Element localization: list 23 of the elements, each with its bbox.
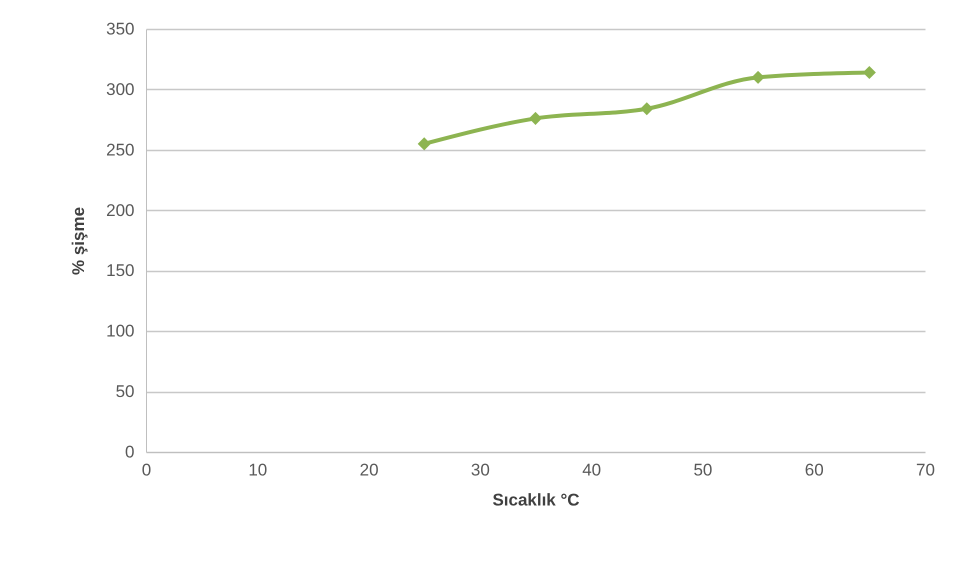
x-tick-label: 40 [582, 460, 602, 480]
y-tick-label: 350 [106, 20, 134, 38]
x-tick-label: 70 [916, 460, 935, 480]
x-tick-label: 0 [142, 460, 152, 480]
x-tick-label: 30 [470, 460, 490, 480]
y-tick-label: 50 [116, 382, 134, 402]
x-tick-label: 60 [804, 460, 824, 480]
x-tick-label: 50 [693, 460, 712, 480]
x-axis-title: Sıcaklık °C [492, 490, 580, 510]
y-tick-label: 0 [125, 442, 134, 462]
x-tick-label: 20 [360, 460, 379, 480]
y-tick-label: 150 [106, 261, 134, 280]
point [418, 137, 431, 150]
point [862, 66, 876, 80]
y-tick-label: 250 [106, 140, 134, 160]
y-axis-title: % şişme [69, 206, 88, 276]
y-tick-label: 200 [106, 200, 134, 220]
point [752, 70, 765, 84]
y-tick-label: 300 [106, 80, 134, 99]
point [640, 102, 654, 116]
point [528, 112, 542, 125]
y-tick-label: 100 [106, 322, 134, 341]
x-tick-label: 10 [248, 460, 268, 480]
